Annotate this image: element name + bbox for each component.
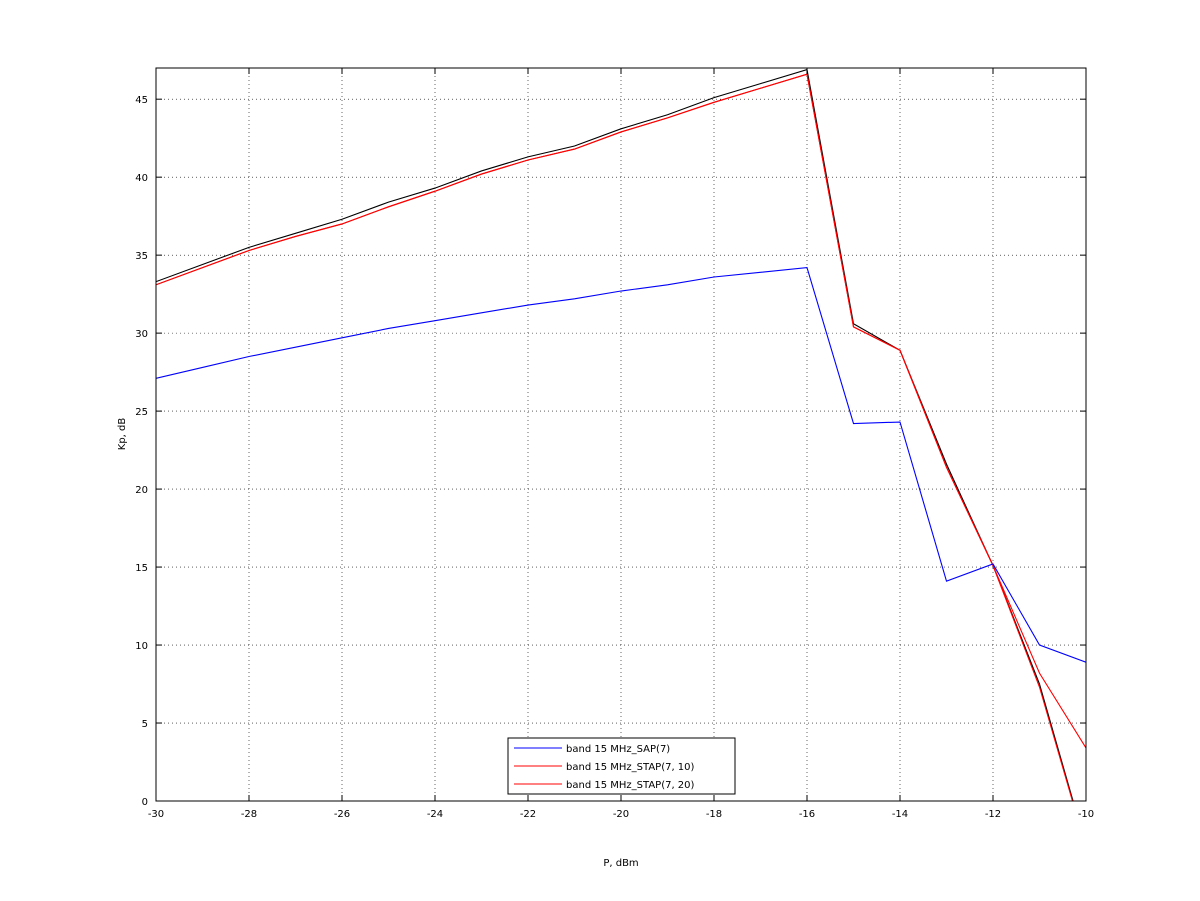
legend-label: band 15 MHz_STAP(7, 20) xyxy=(566,780,695,791)
x-tick-label: -18 xyxy=(706,809,722,820)
x-tick-label: -14 xyxy=(892,809,908,820)
plot-area xyxy=(156,68,1086,801)
x-axis-label: P, dBm xyxy=(603,858,638,869)
y-tick-label: 30 xyxy=(135,329,148,340)
y-tick-label: 35 xyxy=(135,251,148,262)
y-tick-label: 15 xyxy=(135,563,148,574)
y-tick-label: 25 xyxy=(135,407,148,418)
y-tick-label: 20 xyxy=(135,485,148,496)
x-tick-label: -26 xyxy=(334,809,350,820)
legend-label: band 15 MHz_SAP(7) xyxy=(566,744,670,755)
x-tick-label: -20 xyxy=(613,809,629,820)
x-tick-label: -28 xyxy=(241,809,257,820)
y-axis-label: Kp, dB xyxy=(117,418,128,451)
y-tick-label: 45 xyxy=(135,95,148,106)
x-tick-label: -16 xyxy=(799,809,815,820)
y-tick-label: 5 xyxy=(142,719,148,730)
legend-label: band 15 MHz_STAP(7, 10) xyxy=(566,762,695,773)
y-tick-label: 40 xyxy=(135,173,148,184)
y-tick-label: 0 xyxy=(142,797,148,808)
x-tick-label: -24 xyxy=(427,809,443,820)
series-line xyxy=(156,68,1074,801)
series-line xyxy=(156,73,1086,749)
y-tick-label: 10 xyxy=(135,641,148,652)
series-line xyxy=(156,267,1086,663)
x-tick-label: -22 xyxy=(520,809,536,820)
x-tick-label: -12 xyxy=(985,809,1001,820)
x-tick-label: -30 xyxy=(148,809,164,820)
x-tick-label: -10 xyxy=(1078,809,1094,820)
